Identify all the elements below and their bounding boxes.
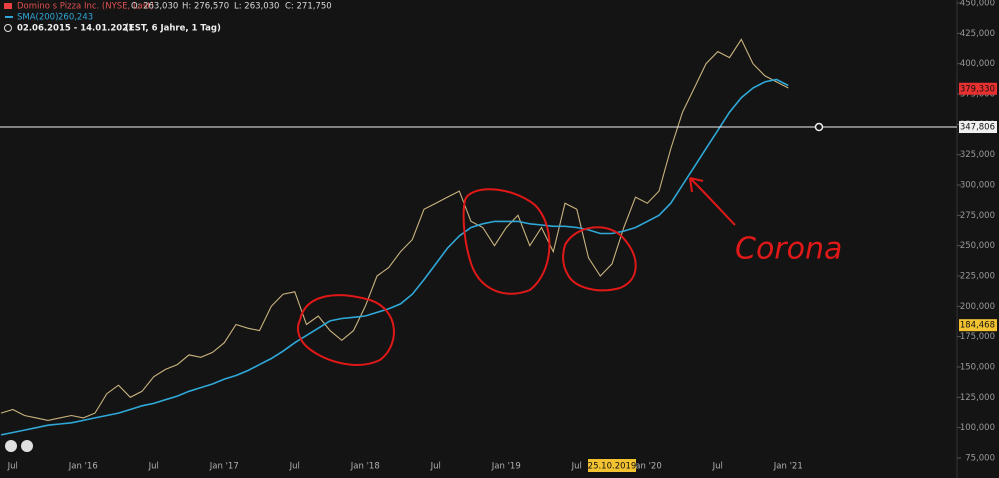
series-line — [0, 38, 789, 421]
y-tick-label: 400,000 — [960, 59, 995, 69]
y-tick-label: 175,000 — [960, 332, 995, 342]
ohlc-high: H: 276,570 — [182, 2, 229, 12]
legend-icon — [4, 3, 12, 9]
legend-sma: SMA(200) — [17, 13, 58, 23]
circle-annotation — [562, 226, 637, 292]
y-tick-label: 250,000 — [960, 241, 995, 251]
y-tick-label: 100,000 — [960, 423, 995, 433]
x-tick-label: Jan '18 — [350, 462, 380, 472]
legend: Domino s Pizza Inc. (NYSE, Last) O: 263,… — [4, 2, 332, 34]
price-marker — [959, 319, 997, 332]
zoom-button[interactable] — [5, 440, 17, 452]
x-tick-label: Jul — [148, 462, 159, 472]
x-tick-label: Jan '16 — [68, 462, 98, 472]
clock-icon — [4, 24, 12, 32]
y-tick-label: 150,000 — [960, 362, 995, 372]
date-range: 02.06.2015 - 14.01.2021 — [17, 24, 134, 34]
circle-annotation — [296, 294, 395, 366]
price-marker-label: 347,806 — [960, 123, 995, 133]
x-tick-label: Jul — [430, 462, 441, 472]
annotations — [296, 177, 736, 366]
x-tick-label: Jan '21 — [773, 462, 803, 472]
y-tick-label: 300,000 — [960, 181, 995, 191]
x-tick-label: Jan '20 — [632, 462, 662, 472]
y-tick-label: 200,000 — [960, 302, 995, 312]
crosshair-label: 25.10.2019 — [588, 462, 637, 472]
y-tick-label: 425,000 — [960, 29, 995, 39]
price-marker — [959, 82, 997, 95]
price-marker-label: 184,468 — [960, 321, 995, 331]
arrow — [689, 177, 736, 226]
ohlc-open: O: 263,030 — [131, 2, 178, 12]
price-marker-label: 379,330 — [960, 84, 995, 94]
y-tick-label: 450,000 — [960, 0, 995, 9]
toolbar — [5, 440, 33, 452]
x-tick-label: Jul — [7, 462, 18, 472]
date-range-note: (EST, 6 Jahre, 1 Tag) — [125, 24, 221, 34]
circle-annotation — [462, 188, 551, 295]
y-tick-label: 225,000 — [960, 272, 995, 282]
y-tick-label: 275,000 — [960, 211, 995, 221]
x-tick-label: Jul — [712, 462, 723, 472]
legend-sma-value: 260,243 — [58, 13, 93, 23]
x-tick-label: Jul — [289, 462, 300, 472]
layout-button[interactable] — [21, 440, 33, 452]
y-tick-label: 125,000 — [960, 393, 995, 403]
y-tick-label: 75,000 — [965, 453, 995, 463]
annotation-text: Corona — [735, 232, 842, 267]
y-tick-label: 325,000 — [960, 150, 995, 160]
ohlc-close: C: 271,750 — [285, 2, 332, 12]
series-line — [0, 78, 789, 436]
ohlc-low: L: 263,030 — [234, 2, 279, 12]
x-tick-label: Jan '19 — [491, 462, 521, 472]
price-marker — [959, 121, 997, 134]
price-line-handle — [814, 122, 824, 132]
legend-title: Domino s Pizza Inc. (NYSE, Last) — [17, 2, 154, 12]
x-tick-label: Jul — [571, 462, 582, 472]
x-tick-label: Jan '17 — [209, 462, 239, 472]
crosshair-box — [588, 459, 636, 472]
